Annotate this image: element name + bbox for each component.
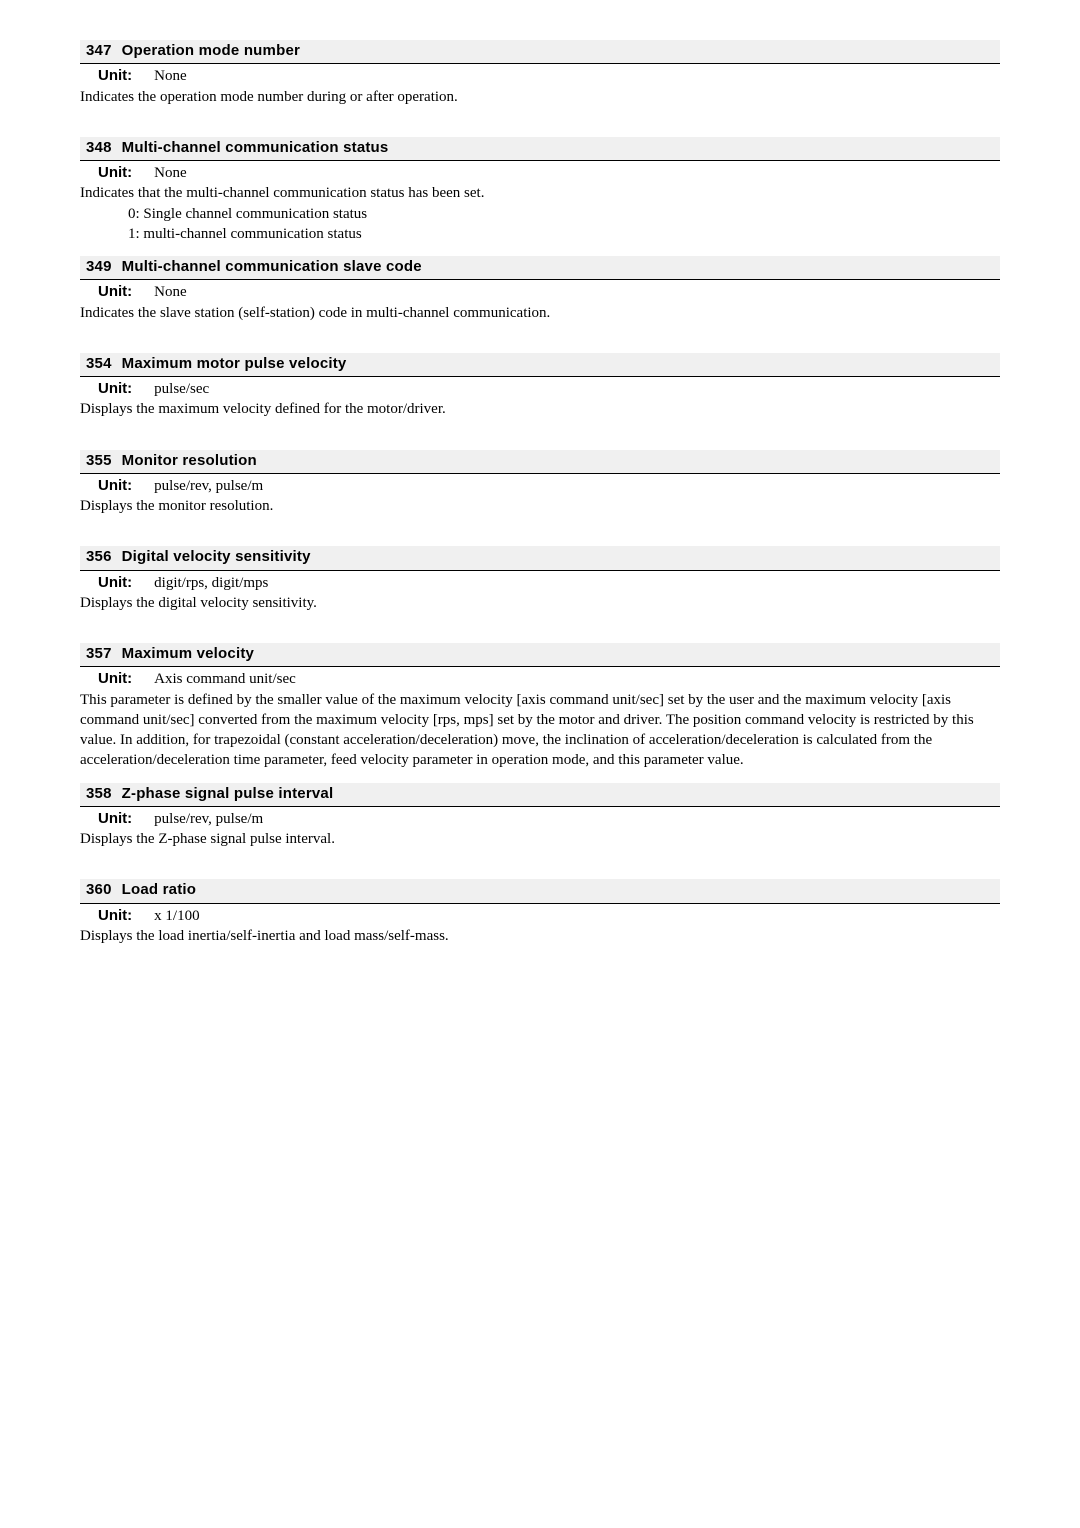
unit-line: Unit: None bbox=[80, 161, 1000, 183]
section-bullet: 1: multi-channel communication status bbox=[80, 224, 1000, 244]
unit-value: pulse/sec bbox=[154, 381, 209, 397]
section-number: 357 bbox=[86, 644, 112, 664]
section-number: 360 bbox=[86, 880, 112, 900]
section-header: 348 Multi-channel communication status bbox=[80, 137, 1000, 161]
section-title: Maximum velocity bbox=[122, 645, 254, 662]
section-360: 360 Load ratio Unit: x 1/100 Displays the lo… bbox=[80, 879, 1000, 946]
unit-value: None bbox=[154, 165, 187, 181]
unit-line: Unit: None bbox=[80, 280, 1000, 302]
unit-value: pulse/rev, pulse/m bbox=[154, 811, 263, 827]
section-header: 356 Digital velocity sensitivity bbox=[80, 546, 1000, 570]
section-description: Displays the Z-phase signal pulse interv… bbox=[80, 829, 1000, 849]
section-title: Maximum motor pulse velocity bbox=[122, 355, 347, 372]
unit-label: Unit: bbox=[98, 573, 132, 593]
unit-value: pulse/rev, pulse/m bbox=[154, 478, 263, 494]
section-number: 355 bbox=[86, 451, 112, 471]
section-description: Indicates the operation mode number duri… bbox=[80, 87, 1000, 107]
section-description: This parameter is defined by the smaller… bbox=[80, 690, 1000, 771]
unit-label: Unit: bbox=[98, 476, 132, 496]
section-description: Displays the digital velocity sensitivit… bbox=[80, 593, 1000, 613]
section-title: Multi-channel communication status bbox=[122, 139, 389, 156]
section-header: 357 Maximum velocity bbox=[80, 643, 1000, 667]
unit-value: None bbox=[154, 68, 187, 84]
section-number: 348 bbox=[86, 138, 112, 158]
section-title: Monitor resolution bbox=[122, 452, 257, 469]
unit-value: x 1/100 bbox=[154, 908, 199, 924]
section-description: Indicates the slave station (self-statio… bbox=[80, 303, 1000, 323]
section-358: 358 Z-phase signal pulse interval Unit: pul… bbox=[80, 783, 1000, 850]
section-header: 355 Monitor resolution bbox=[80, 450, 1000, 474]
section-number: 349 bbox=[86, 257, 112, 277]
section-number: 356 bbox=[86, 547, 112, 567]
unit-label: Unit: bbox=[98, 809, 132, 829]
section-title: Operation mode number bbox=[122, 42, 300, 59]
unit-value: Axis command unit/sec bbox=[154, 671, 296, 687]
unit-line: Unit: None bbox=[80, 64, 1000, 86]
unit-label: Unit: bbox=[98, 669, 132, 689]
section-347: 347 Operation mode number Unit: None Indicat… bbox=[80, 40, 1000, 107]
unit-line: Unit: pulse/rev, pulse/m bbox=[80, 807, 1000, 829]
section-355: 355 Monitor resolution Unit: pulse/rev, pul… bbox=[80, 450, 1000, 517]
section-title: Z-phase signal pulse interval bbox=[122, 785, 334, 802]
section-description: Displays the load inertia/self-inertia a… bbox=[80, 926, 1000, 946]
unit-line: Unit: pulse/sec bbox=[80, 377, 1000, 399]
document-body: 347 Operation mode number Unit: None Indicat… bbox=[80, 40, 1000, 946]
section-354: 354 Maximum motor pulse velocity Unit: puls… bbox=[80, 353, 1000, 420]
section-number: 354 bbox=[86, 354, 112, 374]
section-number: 358 bbox=[86, 784, 112, 804]
section-description: Indicates that the multi-channel communi… bbox=[80, 183, 1000, 203]
section-title: Load ratio bbox=[122, 881, 197, 898]
unit-value: digit/rps, digit/mps bbox=[154, 575, 268, 591]
section-header: 360 Load ratio bbox=[80, 879, 1000, 903]
unit-label: Unit: bbox=[98, 282, 132, 302]
unit-label: Unit: bbox=[98, 906, 132, 926]
section-header: 347 Operation mode number bbox=[80, 40, 1000, 64]
unit-line: Unit: digit/rps, digit/mps bbox=[80, 571, 1000, 593]
section-header: 349 Multi-channel communication slave cod… bbox=[80, 256, 1000, 280]
section-description: Displays the maximum velocity defined fo… bbox=[80, 399, 1000, 419]
section-357: 357 Maximum velocity Unit: Axis command uni… bbox=[80, 643, 1000, 771]
section-349: 349 Multi-channel communication slave cod… bbox=[80, 256, 1000, 323]
section-title: Multi-channel communication slave code bbox=[122, 258, 422, 275]
unit-line: Unit: x 1/100 bbox=[80, 904, 1000, 926]
section-header: 354 Maximum motor pulse velocity bbox=[80, 353, 1000, 377]
section-number: 347 bbox=[86, 41, 112, 61]
section-348: 348 Multi-channel communication status Uni… bbox=[80, 137, 1000, 244]
unit-label: Unit: bbox=[98, 66, 132, 86]
section-header: 358 Z-phase signal pulse interval bbox=[80, 783, 1000, 807]
unit-value: None bbox=[154, 284, 187, 300]
unit-line: Unit: Axis command unit/sec bbox=[80, 667, 1000, 689]
section-bullet: 0: Single channel communication status bbox=[80, 204, 1000, 224]
section-title: Digital velocity sensitivity bbox=[122, 548, 311, 565]
section-description: Displays the monitor resolution. bbox=[80, 496, 1000, 516]
section-356: 356 Digital velocity sensitivity Unit: digi… bbox=[80, 546, 1000, 613]
unit-label: Unit: bbox=[98, 379, 132, 399]
unit-label: Unit: bbox=[98, 163, 132, 183]
unit-line: Unit: pulse/rev, pulse/m bbox=[80, 474, 1000, 496]
